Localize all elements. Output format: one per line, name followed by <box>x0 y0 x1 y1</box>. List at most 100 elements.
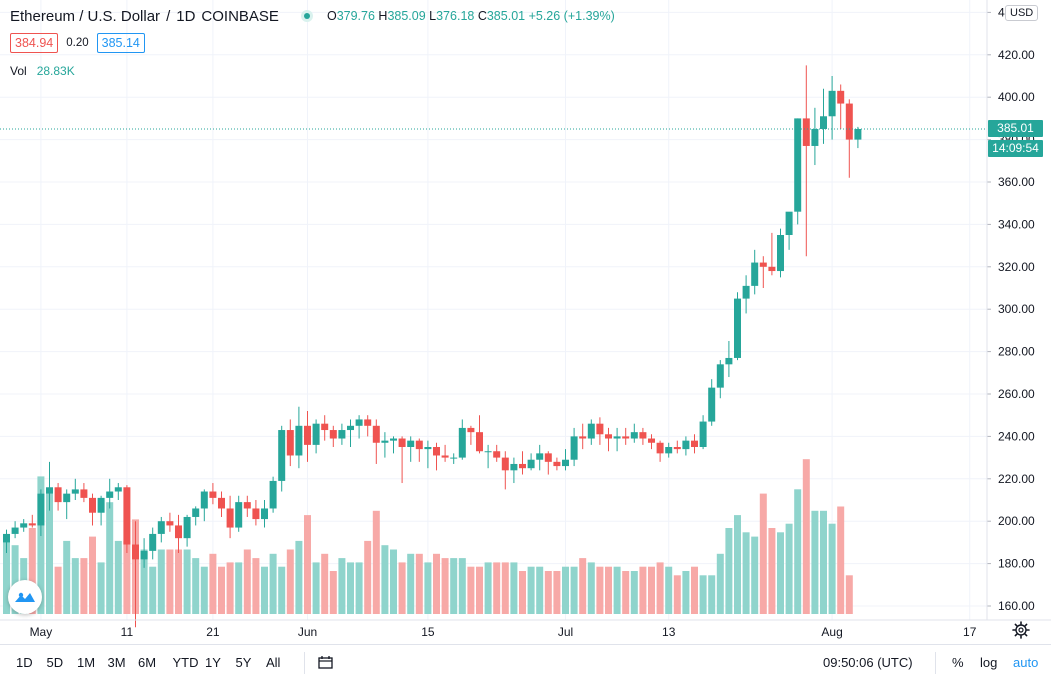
time-tick-label: Jun <box>298 625 317 639</box>
range-button-1d[interactable]: 1D <box>16 655 33 670</box>
ohlc-values: O379.76 H385.09 L376.18 C385.01 +5.26 (+… <box>326 9 615 23</box>
time-axis[interactable]: May 11 21 Jun 15 Jul 13 Aug 17 <box>30 625 977 639</box>
settings-gear-icon[interactable] <box>1012 621 1030 639</box>
volume-bar <box>149 566 157 614</box>
candle <box>553 457 561 471</box>
candle-body <box>476 432 483 452</box>
volume-bar <box>759 493 767 614</box>
candle <box>648 434 655 450</box>
volume-bar <box>140 549 148 614</box>
range-button-5d[interactable]: 5D <box>46 655 64 670</box>
candle-body <box>544 453 552 462</box>
candle <box>415 438 423 462</box>
candle <box>381 432 389 458</box>
currency-button[interactable]: USD <box>1005 5 1039 21</box>
candle <box>433 442 440 471</box>
volume-bar <box>605 566 612 614</box>
candle-body <box>355 419 363 426</box>
candle-body <box>11 527 19 534</box>
price-tick-label: 220.00 <box>998 472 1035 486</box>
candle <box>476 415 483 454</box>
range-button-1m[interactable]: 1M <box>77 655 96 670</box>
candle-body <box>381 440 389 443</box>
range-button-all[interactable]: All <box>266 655 281 670</box>
candle-body <box>37 493 45 526</box>
volume-bar <box>501 562 509 614</box>
candle <box>734 292 741 361</box>
candle <box>3 529 10 553</box>
volume-bar <box>828 523 836 614</box>
candle-body <box>295 425 303 456</box>
volume-bar <box>527 566 535 614</box>
price-tick-label: 400.00 <box>998 90 1035 104</box>
symbol-title[interactable]: Ethereum / U.S. Dollar <box>10 7 161 25</box>
sell-price-button[interactable]: 384.94 <box>10 33 59 53</box>
range-button-6m[interactable]: 6M <box>138 655 157 670</box>
range-button-3m[interactable]: 3M <box>107 655 126 670</box>
range-button-1y[interactable]: 1Y <box>205 655 221 670</box>
chart-grid <box>0 0 987 620</box>
price-tick-label: 340.00 <box>998 217 1035 231</box>
price-axis[interactable]: 160.00 180.00 200.00 220.00 240.00 260.00 280.… <box>987 5 1035 613</box>
volume-bar <box>321 553 329 614</box>
price-tick-label: 280.00 <box>998 345 1035 359</box>
candle <box>140 538 148 568</box>
candle <box>218 491 225 517</box>
candle-body <box>536 453 544 460</box>
candle <box>183 514 191 547</box>
tradingview-logo-icon[interactable] <box>8 580 42 614</box>
bar-countdown-label: 14:09:54 <box>988 139 1043 157</box>
volume-legend[interactable]: Vol 28.83K <box>10 64 75 78</box>
candle <box>708 379 716 426</box>
candle-body <box>734 298 741 358</box>
candle-body <box>347 425 354 431</box>
range-button-5y[interactable]: 5Y <box>235 655 252 670</box>
volume-bar <box>243 549 251 614</box>
volume-bar <box>329 571 337 614</box>
volume-bar <box>622 571 630 614</box>
buy-price-button[interactable]: 385.14 <box>96 33 145 53</box>
price-tick-label: 300.00 <box>998 302 1035 316</box>
candle-body <box>725 357 733 365</box>
volume-bar <box>46 493 53 614</box>
log-scale-toggle[interactable]: log <box>980 655 998 670</box>
volume-bar <box>63 540 71 614</box>
candle-body <box>759 262 767 267</box>
candle <box>364 415 372 437</box>
date-range-calendar-icon[interactable] <box>318 655 334 674</box>
candle-body <box>149 533 157 551</box>
volume-bar <box>28 528 36 614</box>
candle <box>665 442 673 458</box>
candle <box>691 434 698 454</box>
volume-bar <box>355 562 363 614</box>
candle <box>347 419 354 447</box>
interval-label[interactable]: 1D <box>176 7 196 25</box>
candle <box>226 495 234 539</box>
volume-bar <box>656 562 664 614</box>
volume-bar <box>458 558 466 614</box>
candle <box>630 423 638 443</box>
percent-scale-toggle[interactable]: % <box>952 655 964 670</box>
volume-bar <box>682 571 690 614</box>
candle <box>243 495 251 517</box>
volume-bar <box>570 566 578 614</box>
candle <box>278 425 286 492</box>
volume-bar <box>295 540 303 614</box>
candle <box>149 527 157 560</box>
candle-body <box>553 461 561 467</box>
volume-bar <box>562 566 569 614</box>
time-tick-label: 17 <box>963 625 977 639</box>
candle <box>28 514 36 528</box>
candle-body <box>845 103 853 140</box>
candle <box>71 478 79 500</box>
volume-bar <box>811 510 819 614</box>
candle <box>123 485 131 553</box>
utc-clock[interactable]: 09:50:06 (UTC) <box>823 655 913 670</box>
candle-body <box>673 447 681 450</box>
volume-bar <box>269 553 277 614</box>
trade-buttons: 384.94 0.20 385.14 <box>10 33 145 53</box>
auto-scale-toggle[interactable]: auto <box>1013 655 1039 670</box>
candle <box>407 436 415 462</box>
price-chart[interactable]: 160.00 180.00 200.00 220.00 240.00 260.00 280.… <box>0 0 1051 644</box>
range-button-ytd[interactable]: YTD <box>172 655 199 670</box>
